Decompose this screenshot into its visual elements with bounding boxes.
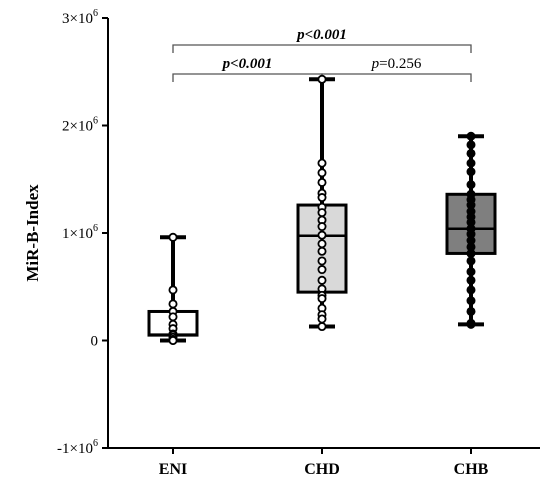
data-point [168,335,178,345]
box-eni [147,232,199,345]
x-tick-label-eni: ENI [159,461,187,478]
data-point [466,158,476,168]
data-point [317,314,327,324]
data-point [466,140,476,150]
p-value-label: p<0.001 [295,27,347,43]
data-point [168,232,178,242]
data-point [317,74,327,84]
y-axis-title: MiR-B-Index [23,184,42,282]
data-point [466,248,476,258]
data-point [466,296,476,306]
y-tick-labels: -1×106 0 1×106 2×106 3×106 [57,8,108,457]
data-point [466,256,476,266]
x-tick-label-chd: CHD [304,461,340,478]
y-tick-label: 1×106 [62,223,98,242]
data-point [317,208,327,218]
data-point [317,246,327,256]
bracket-eni-chd [172,73,323,82]
data-point [466,148,476,158]
data-point [317,193,327,203]
data-point [317,322,327,332]
box-chd [296,74,348,332]
data-point [466,285,476,295]
data-point [466,131,476,141]
bracket-eni-chb [172,44,472,53]
data-point [466,306,476,316]
box-chb [445,131,497,329]
data-point [317,275,327,285]
data-point [317,256,327,266]
data-point [168,312,178,322]
box-series [147,74,497,345]
data-point [317,294,327,304]
data-point [466,167,476,177]
data-point [317,230,327,240]
data-point [317,168,327,178]
data-point [317,158,327,168]
data-point [168,285,178,295]
p-value-label: p=0.256 [371,56,422,72]
y-tick-label: 0 [91,334,99,350]
p-value-label: p<0.001 [221,56,273,72]
x-tick-label-chb: CHB [454,461,489,478]
data-point [466,180,476,190]
bracket-chd-chb [321,73,472,82]
data-point [317,177,327,187]
data-point [317,265,327,275]
data-point [317,222,327,232]
data-point [466,267,476,277]
data-point [168,299,178,309]
data-point [317,239,327,249]
y-tick-label: 2×106 [62,116,98,135]
significance-brackets: p<0.001 p<0.001 p=0.256 [172,27,472,82]
y-tick-label: 3×106 [62,8,98,27]
y-tick-label: -1×106 [57,438,98,457]
x-tick-labels: ENI CHD CHB [159,448,489,478]
data-point [466,319,476,329]
data-point [466,275,476,285]
